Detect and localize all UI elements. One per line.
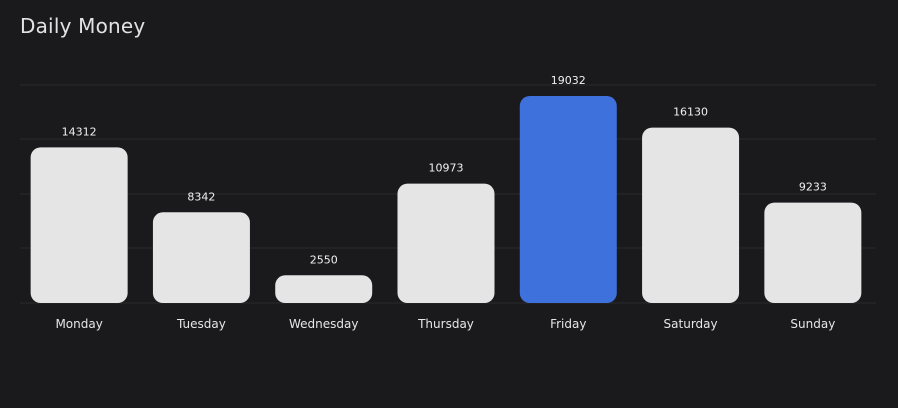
value-label-friday: 19032 bbox=[551, 74, 586, 87]
category-label-tuesday: Tuesday bbox=[176, 317, 226, 331]
bar-thursday[interactable] bbox=[397, 183, 495, 303]
category-label-wednesday: Wednesday bbox=[289, 317, 358, 331]
bars bbox=[30, 96, 862, 303]
category-label-sunday: Sunday bbox=[790, 317, 835, 331]
value-label-wednesday: 2550 bbox=[310, 253, 338, 266]
bar-tuesday[interactable] bbox=[152, 212, 250, 303]
bar-saturday[interactable] bbox=[642, 127, 740, 303]
category-label-friday: Friday bbox=[550, 317, 586, 331]
bar-monday[interactable] bbox=[30, 147, 128, 303]
chart-title: Daily Money bbox=[20, 14, 146, 38]
bar-wednesday[interactable] bbox=[275, 275, 373, 303]
category-label-monday: Monday bbox=[55, 317, 102, 331]
value-labels: 14312 8342 2550 10973 19032 16130 9233 bbox=[62, 74, 827, 266]
value-label-saturday: 16130 bbox=[673, 106, 708, 119]
value-label-tuesday: 8342 bbox=[187, 190, 215, 203]
value-label-monday: 14312 bbox=[62, 125, 97, 138]
category-label-saturday: Saturday bbox=[664, 317, 718, 331]
category-label-thursday: Thursday bbox=[417, 317, 474, 331]
bar-friday[interactable] bbox=[519, 96, 617, 303]
bar-sunday[interactable] bbox=[764, 202, 862, 303]
category-labels: Monday Tuesday Wednesday Thursday Friday Satu… bbox=[55, 317, 835, 331]
value-label-thursday: 10973 bbox=[429, 162, 464, 175]
value-label-sunday: 9233 bbox=[799, 181, 827, 194]
